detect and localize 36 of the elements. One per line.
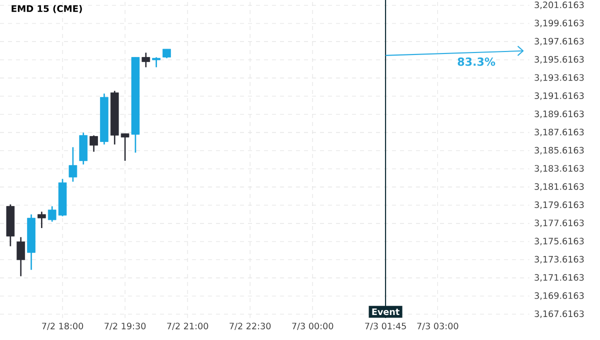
candlestick [162,48,171,59]
candlestick [152,56,160,68]
x-tick-label: 7/3 03:00 [417,322,458,330]
y-tick-label: 3,175.6163 [534,238,584,246]
candlestick [38,211,46,229]
x-tick-label: 7/2 19:30 [104,322,146,330]
text: EMD 15 (CME) [12,5,82,14]
y-tick-label: 3,167.6163 [534,310,584,318]
y-tick-label: 3,179.6163 [534,201,584,209]
y-tick-label: 3,183.6163 [534,165,584,173]
x-tick-label: 7/2 18:00 [42,322,84,330]
x-tick-label: 7/3 01:45 [365,322,406,330]
candlestick [16,236,26,277]
y-tick-label: 3,191.6163 [534,92,584,100]
y-tick-label: 3,201.6163 [534,2,584,10]
y-tick-label: 3,197.6163 [534,38,584,46]
y-tick-label: 3,181.6163 [534,183,584,191]
candlestick [90,134,98,152]
y-tick-label: 3,173.6163 [534,256,584,264]
x-tick-label: 7/3 00:00 [292,322,334,330]
x-tick-label: 7/2 21:00 [167,322,208,330]
y-tick-label: 3,199.6163 [534,20,584,28]
candlestick [120,132,130,162]
ref-line-label: Event [372,308,400,316]
candlestick [68,146,78,182]
y-tick-label: 3,171.6163 [534,274,584,282]
y-tick-label: 3,169.6163 [534,292,584,300]
y-tick-label: 3,195.6163 [534,56,584,64]
y-tick-label: 3,193.6163 [534,74,584,82]
y-tick-label: 3,189.6163 [534,110,584,118]
y-tick-label: 3,177.6163 [534,220,584,228]
y-tick-label: 3,185.6163 [534,146,584,154]
candlestick [142,52,150,68]
y-tick-label: 3,187.6163 [534,128,584,136]
annotation: 83.3% [458,58,496,66]
x-tick-label: 7/2 22:30 [230,322,271,330]
